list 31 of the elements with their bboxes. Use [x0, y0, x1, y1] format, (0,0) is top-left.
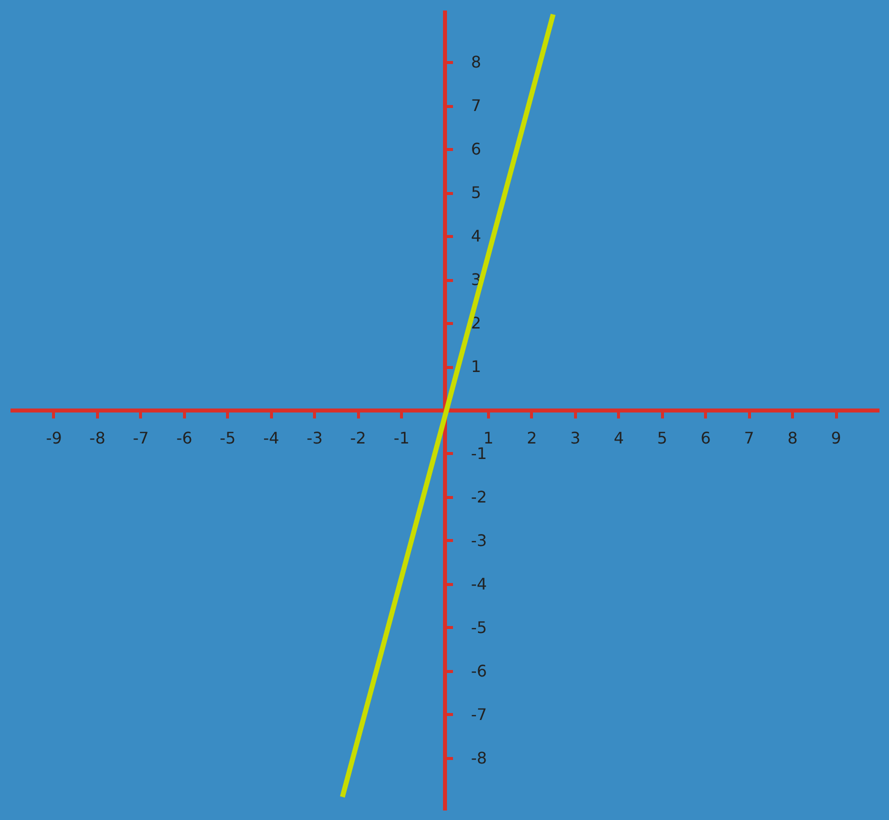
- x-tick-label: 4: [614, 428, 624, 448]
- y-tick-label: 1: [471, 357, 482, 376]
- y-tick-label: -6: [471, 661, 487, 680]
- x-tick-label: 9: [830, 428, 842, 448]
- y-tick-label: -5: [471, 618, 487, 637]
- x-tick-label: -3: [306, 428, 323, 448]
- y-tick-label: 8: [471, 52, 482, 72]
- x-tick-label: 5: [657, 428, 668, 448]
- x-tick-label: -9: [46, 428, 62, 448]
- x-tick-label: 8: [788, 428, 798, 448]
- y-tick-label: -7: [471, 704, 487, 724]
- x-tick-label: 3: [570, 428, 580, 448]
- y-tick-label: 7: [471, 96, 482, 116]
- y-tick-label: -8: [471, 748, 487, 768]
- x-tick-label: -7: [132, 428, 149, 448]
- x-tick-label: 2: [526, 428, 537, 448]
- x-tick-label: -6: [176, 428, 192, 448]
- y-tick-label: -4: [471, 574, 487, 594]
- y-tick-label: 5: [471, 183, 482, 202]
- y-tick-label: -3: [471, 530, 487, 550]
- y-tick-label: 6: [471, 140, 482, 159]
- x-tick-label: -1: [394, 428, 410, 448]
- x-tick-label: 6: [700, 428, 711, 448]
- x-tick-label: -8: [89, 428, 106, 448]
- x-tick-label: -5: [220, 428, 236, 448]
- x-tick-label: -4: [263, 428, 280, 448]
- y-tick-label: 4: [471, 226, 482, 246]
- x-tick-label: -2: [350, 428, 366, 448]
- y-tick-label: -2: [471, 487, 487, 506]
- y-tick-label: -1: [471, 444, 487, 463]
- x-tick-label: 7: [744, 428, 754, 448]
